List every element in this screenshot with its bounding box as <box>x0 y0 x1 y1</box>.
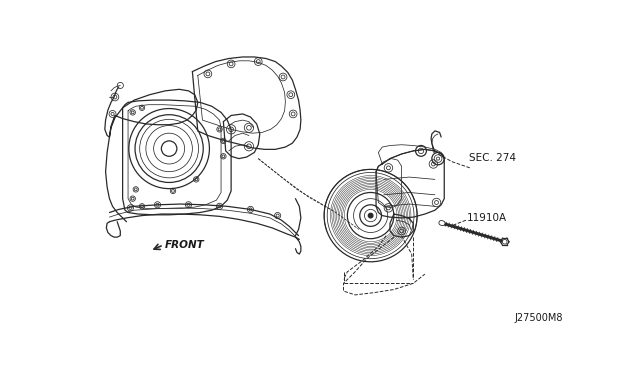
Text: J27500M8: J27500M8 <box>515 313 563 323</box>
Text: SEC. 274: SEC. 274 <box>469 153 516 163</box>
Text: 11910A: 11910A <box>467 213 507 223</box>
Circle shape <box>502 240 507 244</box>
Circle shape <box>368 213 373 218</box>
Text: FRONT: FRONT <box>165 240 205 250</box>
